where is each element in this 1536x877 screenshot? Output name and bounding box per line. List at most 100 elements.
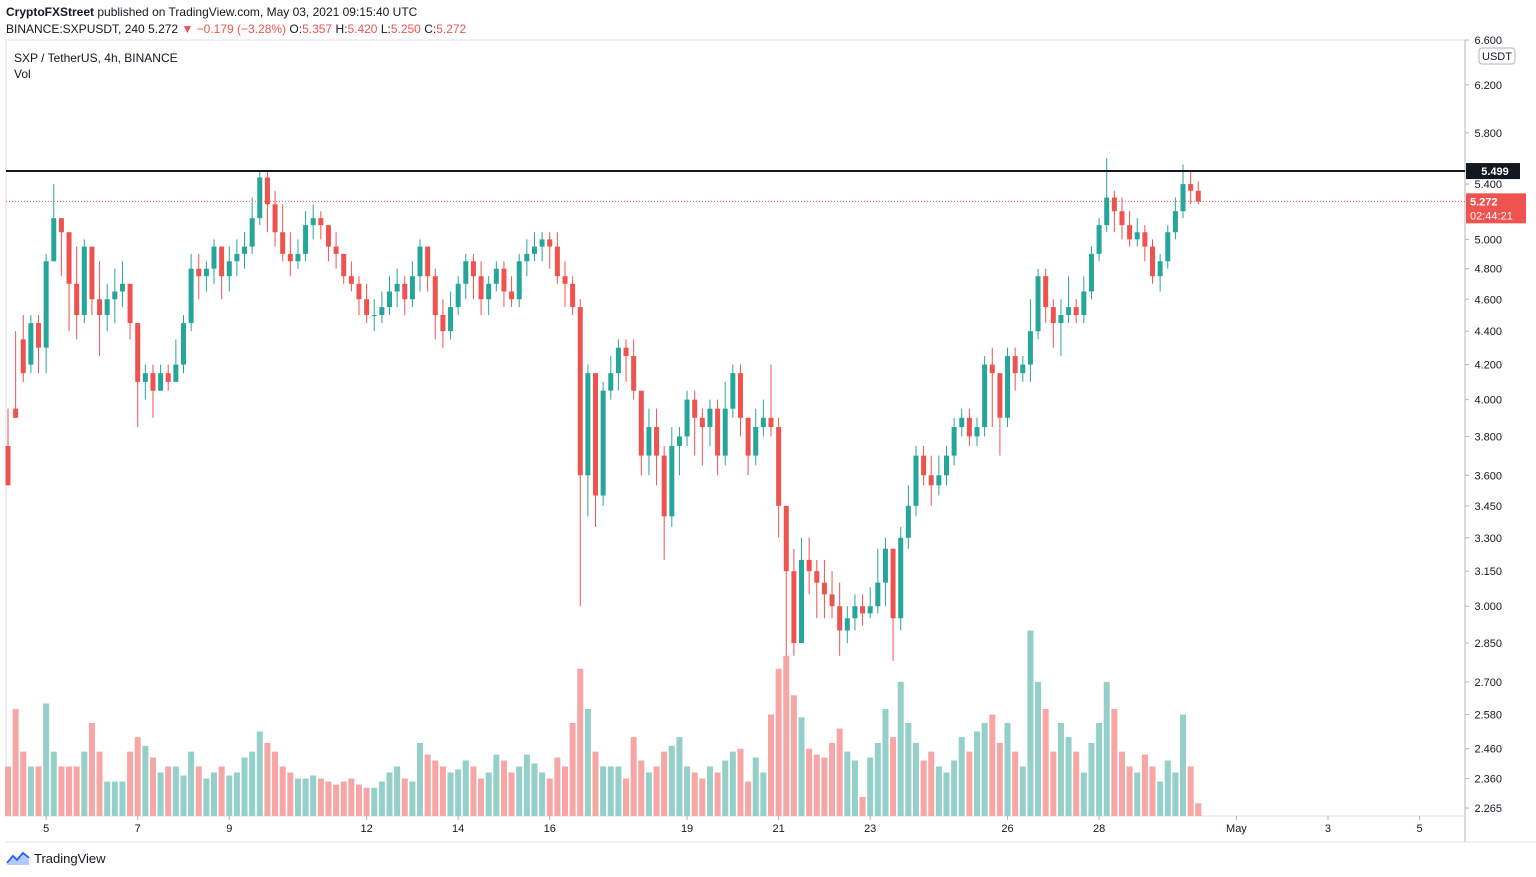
candle-body <box>661 455 667 517</box>
volume-bar <box>752 757 759 816</box>
volume-bar <box>50 751 57 816</box>
high-value: 5.420 <box>347 22 378 36</box>
candle-body <box>36 323 42 348</box>
candle-body <box>913 455 919 506</box>
y-tick-label: 2.580 <box>1474 710 1502 722</box>
publisher-name[interactable]: CryptoFXStreet <box>6 5 95 19</box>
candle-body <box>81 246 87 316</box>
candle-body <box>890 548 896 619</box>
candle-body <box>1096 225 1102 254</box>
candle-body <box>1165 232 1171 262</box>
volume-bar <box>35 766 42 816</box>
candle-body <box>1142 232 1148 247</box>
candle-body <box>486 283 492 300</box>
candle-body <box>173 364 179 382</box>
volume-bar <box>378 781 385 816</box>
volume-bar <box>668 745 675 816</box>
volume-bar <box>317 778 324 816</box>
publish-info: CryptoFXStreet published on TradingView.… <box>6 4 417 20</box>
candle-body <box>66 232 72 284</box>
y-tick-label: 3.150 <box>1474 566 1502 578</box>
volume-bar <box>493 754 500 816</box>
candle-body <box>417 246 423 277</box>
volume-bar <box>73 766 80 816</box>
volume-bar <box>844 751 851 816</box>
candle-body <box>58 218 64 233</box>
volume-bar <box>729 751 736 816</box>
volume-bar <box>211 772 218 816</box>
y-tick-label: 2.700 <box>1474 677 1502 689</box>
chart-title: SXP / TetherUS, 4h, BINANCE <box>14 51 178 65</box>
volume-bar <box>859 797 866 816</box>
candle-body <box>409 276 415 300</box>
volume-bar <box>676 737 683 816</box>
candle-body <box>333 246 339 254</box>
candle-body <box>150 373 156 391</box>
bar-countdown-label: 02:44:21 <box>1470 210 1513 222</box>
low-value: 5.250 <box>390 22 421 36</box>
volume-bar <box>157 772 164 816</box>
volume-bar <box>928 751 935 816</box>
tradingview-footer[interactable]: TradingView <box>6 850 106 866</box>
candle-body <box>539 239 545 247</box>
candle-body <box>829 594 835 607</box>
volume-bar <box>623 778 630 816</box>
volume-bar <box>1180 714 1187 816</box>
volume-bar <box>768 714 774 816</box>
volume-bar <box>1080 772 1087 816</box>
volume-bar <box>249 751 256 816</box>
candle-body <box>348 276 354 284</box>
currency-box[interactable] <box>1478 47 1516 65</box>
candle-body <box>470 261 476 277</box>
candle-body <box>982 364 988 428</box>
volume-bar <box>531 763 538 816</box>
open-label: O: <box>289 22 303 36</box>
candle-body <box>852 606 858 619</box>
volume-bar <box>615 766 622 816</box>
currency-label: USDT <box>1482 51 1512 63</box>
x-tick-label: 26 <box>1001 823 1013 835</box>
volume-bar <box>1042 708 1049 816</box>
volume-bar <box>851 760 858 816</box>
volume-bar <box>149 757 156 816</box>
candle-body <box>554 246 560 277</box>
change-text: ▼ −0.179 (−3.28%) <box>181 22 287 36</box>
volume-bar <box>81 751 88 816</box>
candle-body <box>402 283 408 300</box>
volume-bar <box>333 784 340 816</box>
volume-bar <box>218 766 225 816</box>
volume-bar <box>1035 681 1042 816</box>
candle-body <box>837 606 843 631</box>
volume-bar <box>974 731 981 816</box>
volume-bar <box>302 778 309 816</box>
candle-body <box>524 253 530 262</box>
x-tick-label: 21 <box>773 823 785 835</box>
candle-body <box>493 268 499 284</box>
volume-bar <box>706 766 713 816</box>
candle-body <box>1119 211 1125 226</box>
publish-text: published on TradingView.com, May 03, 20… <box>97 5 418 19</box>
candle-body <box>570 283 576 308</box>
volume-bar <box>653 766 660 816</box>
candle-body <box>264 177 270 205</box>
volume-bar <box>1134 772 1141 816</box>
volume-bar <box>806 748 813 816</box>
candle-body <box>654 427 660 456</box>
candle-body <box>966 417 972 437</box>
volume-bar <box>417 742 424 816</box>
volume-bar <box>272 751 279 816</box>
volume-bar <box>1118 751 1125 816</box>
candle-body <box>463 261 469 284</box>
volume-bar <box>1057 722 1064 816</box>
x-tick-label: 12 <box>360 823 372 835</box>
candle-body <box>127 283 133 324</box>
volume-bar <box>96 751 103 816</box>
x-tick-label: 5 <box>1416 823 1422 835</box>
candle-body <box>989 364 995 374</box>
y-tick-label: 4.800 <box>1474 264 1502 276</box>
candle-body <box>440 315 446 332</box>
candle-body <box>478 276 484 300</box>
volume-bar <box>958 737 965 816</box>
volume-bar <box>340 781 347 816</box>
